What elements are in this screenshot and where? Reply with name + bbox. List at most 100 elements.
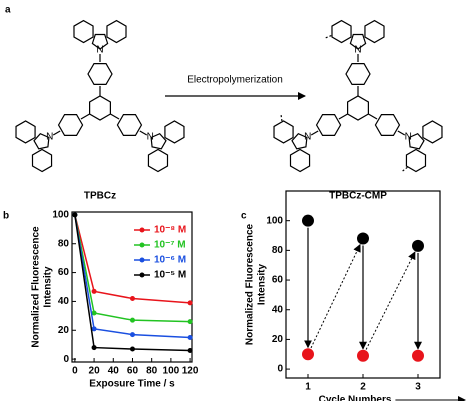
recovery-arrow <box>310 243 361 349</box>
ring <box>273 120 294 144</box>
data-point <box>129 346 135 352</box>
ring <box>33 132 50 150</box>
data-point <box>129 317 135 323</box>
bond <box>368 113 378 120</box>
y-tick-label: 80 <box>272 245 284 256</box>
y-axis-label: Intensity <box>257 264 268 306</box>
bond <box>139 130 148 136</box>
ring <box>150 132 167 150</box>
data-point <box>357 349 369 362</box>
ring <box>331 19 352 44</box>
ring <box>57 114 84 136</box>
bond <box>110 113 120 120</box>
ring <box>349 33 367 50</box>
x-tick-label: 80 <box>146 366 158 377</box>
data-point <box>91 326 97 332</box>
legend-label: 10⁻⁷ M <box>154 240 186 251</box>
x-axis-label: Exposure Time / s <box>89 379 175 390</box>
data-point <box>412 349 424 362</box>
x-tick-label: 100 <box>163 366 180 377</box>
polymer-bond <box>280 113 283 122</box>
bond <box>397 130 406 136</box>
legend-marker <box>139 242 145 248</box>
series-line <box>74 214 191 304</box>
y-tick-label: 0 <box>277 364 283 375</box>
y-tick-label: 60 <box>272 275 284 286</box>
ring <box>15 120 36 144</box>
polymer-bond <box>323 35 332 40</box>
data-point <box>302 348 314 361</box>
ring <box>408 132 425 150</box>
y-tick-label: 20 <box>272 334 284 345</box>
ring <box>164 120 185 144</box>
atom: N <box>405 132 412 143</box>
data-point <box>91 288 97 294</box>
data-point <box>72 212 78 218</box>
x-tick-label: 20 <box>89 366 101 377</box>
x-tick-label: 0 <box>72 366 78 377</box>
ring <box>405 148 427 173</box>
ring <box>106 19 127 44</box>
ring <box>91 33 109 50</box>
y-tick-label: 60 <box>58 267 70 278</box>
y-tick-label: 80 <box>58 238 70 249</box>
atom: N <box>304 132 311 143</box>
ring <box>374 114 401 136</box>
data-point <box>187 319 193 325</box>
ring <box>291 132 308 150</box>
legend-marker <box>139 257 145 263</box>
data-point <box>187 334 193 340</box>
data-point <box>91 345 97 351</box>
y-tick-label: 0 <box>63 354 69 365</box>
ring <box>422 120 443 144</box>
legend-label: 10⁻⁶ M <box>154 255 186 266</box>
x-axis-label: Cycle Numbers <box>319 395 392 401</box>
data-point <box>129 296 135 302</box>
recovery-arrow <box>365 251 416 350</box>
y-tick-label: 100 <box>52 210 69 221</box>
ring <box>347 95 369 121</box>
data-point <box>187 347 193 353</box>
legend-label: 10⁻⁵ M <box>154 270 186 281</box>
x-tick-label: 60 <box>127 366 139 377</box>
legend-marker <box>139 227 145 233</box>
series-line <box>74 214 191 339</box>
molecule-name: TPBCz <box>84 191 116 202</box>
ring <box>31 148 53 173</box>
atom: N <box>46 132 53 143</box>
bond <box>80 113 90 120</box>
data-point <box>412 239 424 252</box>
ring <box>289 148 311 173</box>
ring <box>315 114 342 136</box>
series-line <box>74 214 191 352</box>
x-tick-label: 2 <box>360 382 366 393</box>
panel-label: c <box>241 211 247 222</box>
atom: N <box>147 132 154 143</box>
data-point <box>129 332 135 338</box>
arrow-label: Electropolymerization <box>187 75 283 86</box>
y-axis-label: Intensity <box>43 266 54 308</box>
panel-label: b <box>3 211 9 222</box>
ring <box>147 148 169 173</box>
bond <box>338 113 348 120</box>
atom: N <box>96 45 103 56</box>
x-tick-label: 1 <box>305 382 311 393</box>
ring <box>364 19 385 44</box>
molecules: N N N N N N <box>15 19 443 173</box>
data-point <box>187 300 193 306</box>
atom: N <box>354 45 361 56</box>
molecule-name: TPBCz-CMP <box>329 191 387 202</box>
y-tick-label: 20 <box>58 325 70 336</box>
ring <box>89 95 111 121</box>
panel-label: a <box>5 5 11 16</box>
ring <box>345 63 371 85</box>
y-tick-label: 40 <box>58 296 70 307</box>
legend-marker <box>139 272 145 278</box>
bond <box>52 130 61 136</box>
data-point <box>357 232 369 245</box>
y-tick-label: 40 <box>272 304 284 315</box>
ring <box>116 114 143 136</box>
x-tick-label: 3 <box>415 382 421 393</box>
data-point <box>91 310 97 316</box>
